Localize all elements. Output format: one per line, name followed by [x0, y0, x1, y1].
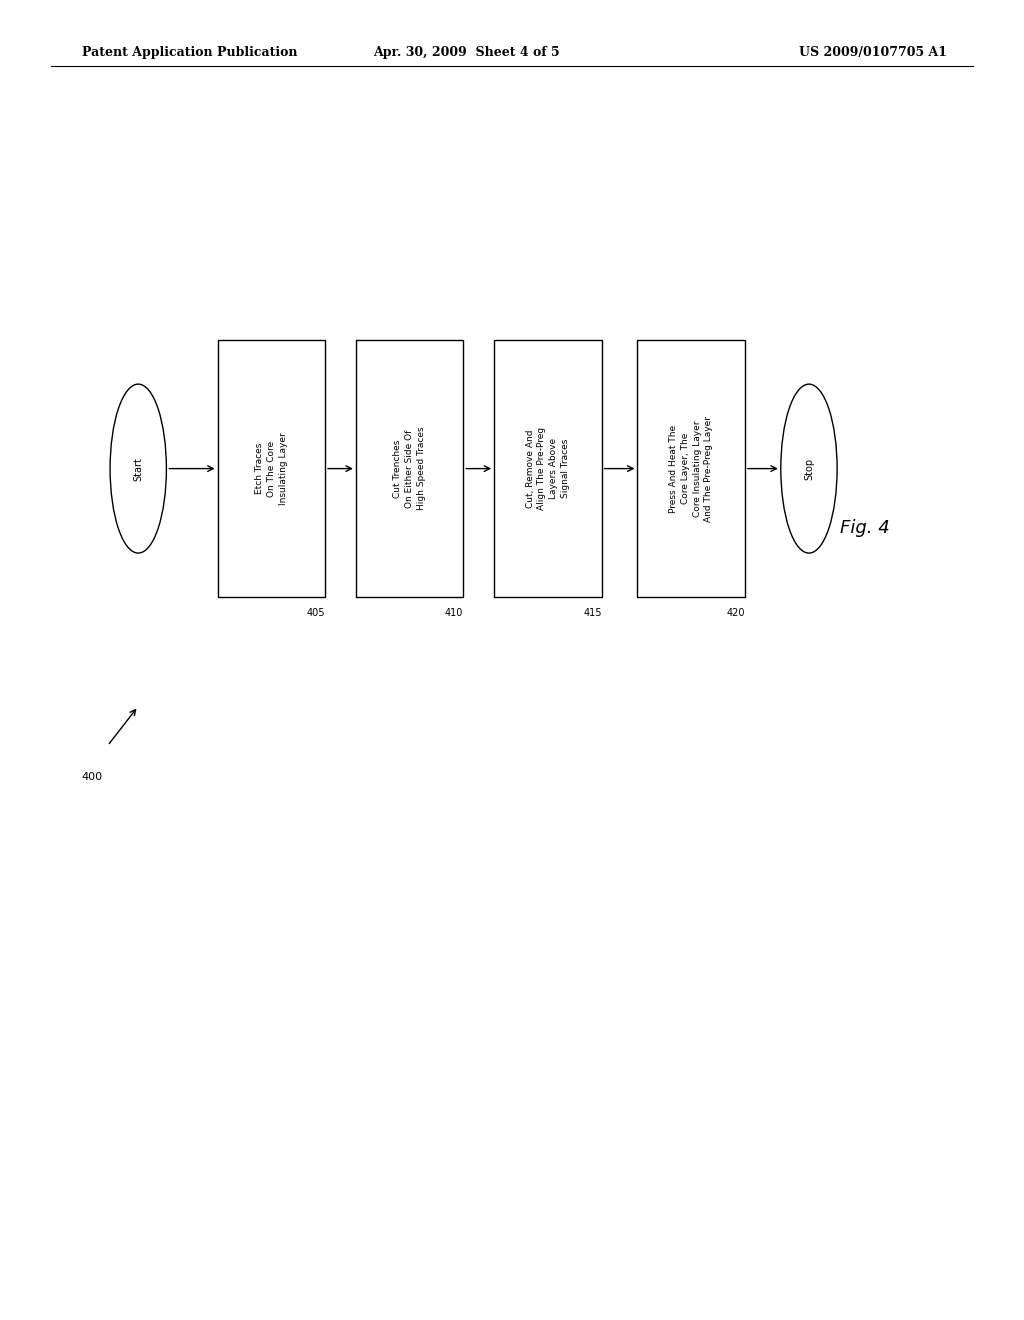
- Bar: [356, 341, 463, 597]
- Text: 410: 410: [445, 607, 463, 618]
- Text: 400: 400: [82, 772, 102, 783]
- Bar: [218, 341, 326, 597]
- Text: 405: 405: [306, 607, 326, 618]
- Bar: [637, 341, 745, 597]
- Text: Cut, Remove And
Align The Pre-Preg
Layers Above
Signal Traces: Cut, Remove And Align The Pre-Preg Layer…: [525, 428, 570, 510]
- Text: Apr. 30, 2009  Sheet 4 of 5: Apr. 30, 2009 Sheet 4 of 5: [373, 46, 559, 59]
- Text: Start: Start: [133, 457, 143, 480]
- Text: 420: 420: [726, 607, 745, 618]
- Text: Fig. 4: Fig. 4: [841, 519, 890, 537]
- Text: Cut Trenches
On Either Side Of
High Speed Traces: Cut Trenches On Either Side Of High Spee…: [393, 426, 426, 511]
- Text: Patent Application Publication: Patent Application Publication: [82, 46, 297, 59]
- Text: US 2009/0107705 A1: US 2009/0107705 A1: [799, 46, 947, 59]
- Text: Etch Traces
On The Core
Insulating Layer: Etch Traces On The Core Insulating Layer: [255, 432, 288, 506]
- Bar: [495, 341, 602, 597]
- Text: Stop: Stop: [804, 458, 814, 479]
- Text: 415: 415: [583, 607, 602, 618]
- Text: Press And Heat The
Core Layer, The
Core Insulating Layer
And The Pre-Preg Layer: Press And Heat The Core Layer, The Core …: [669, 416, 714, 521]
